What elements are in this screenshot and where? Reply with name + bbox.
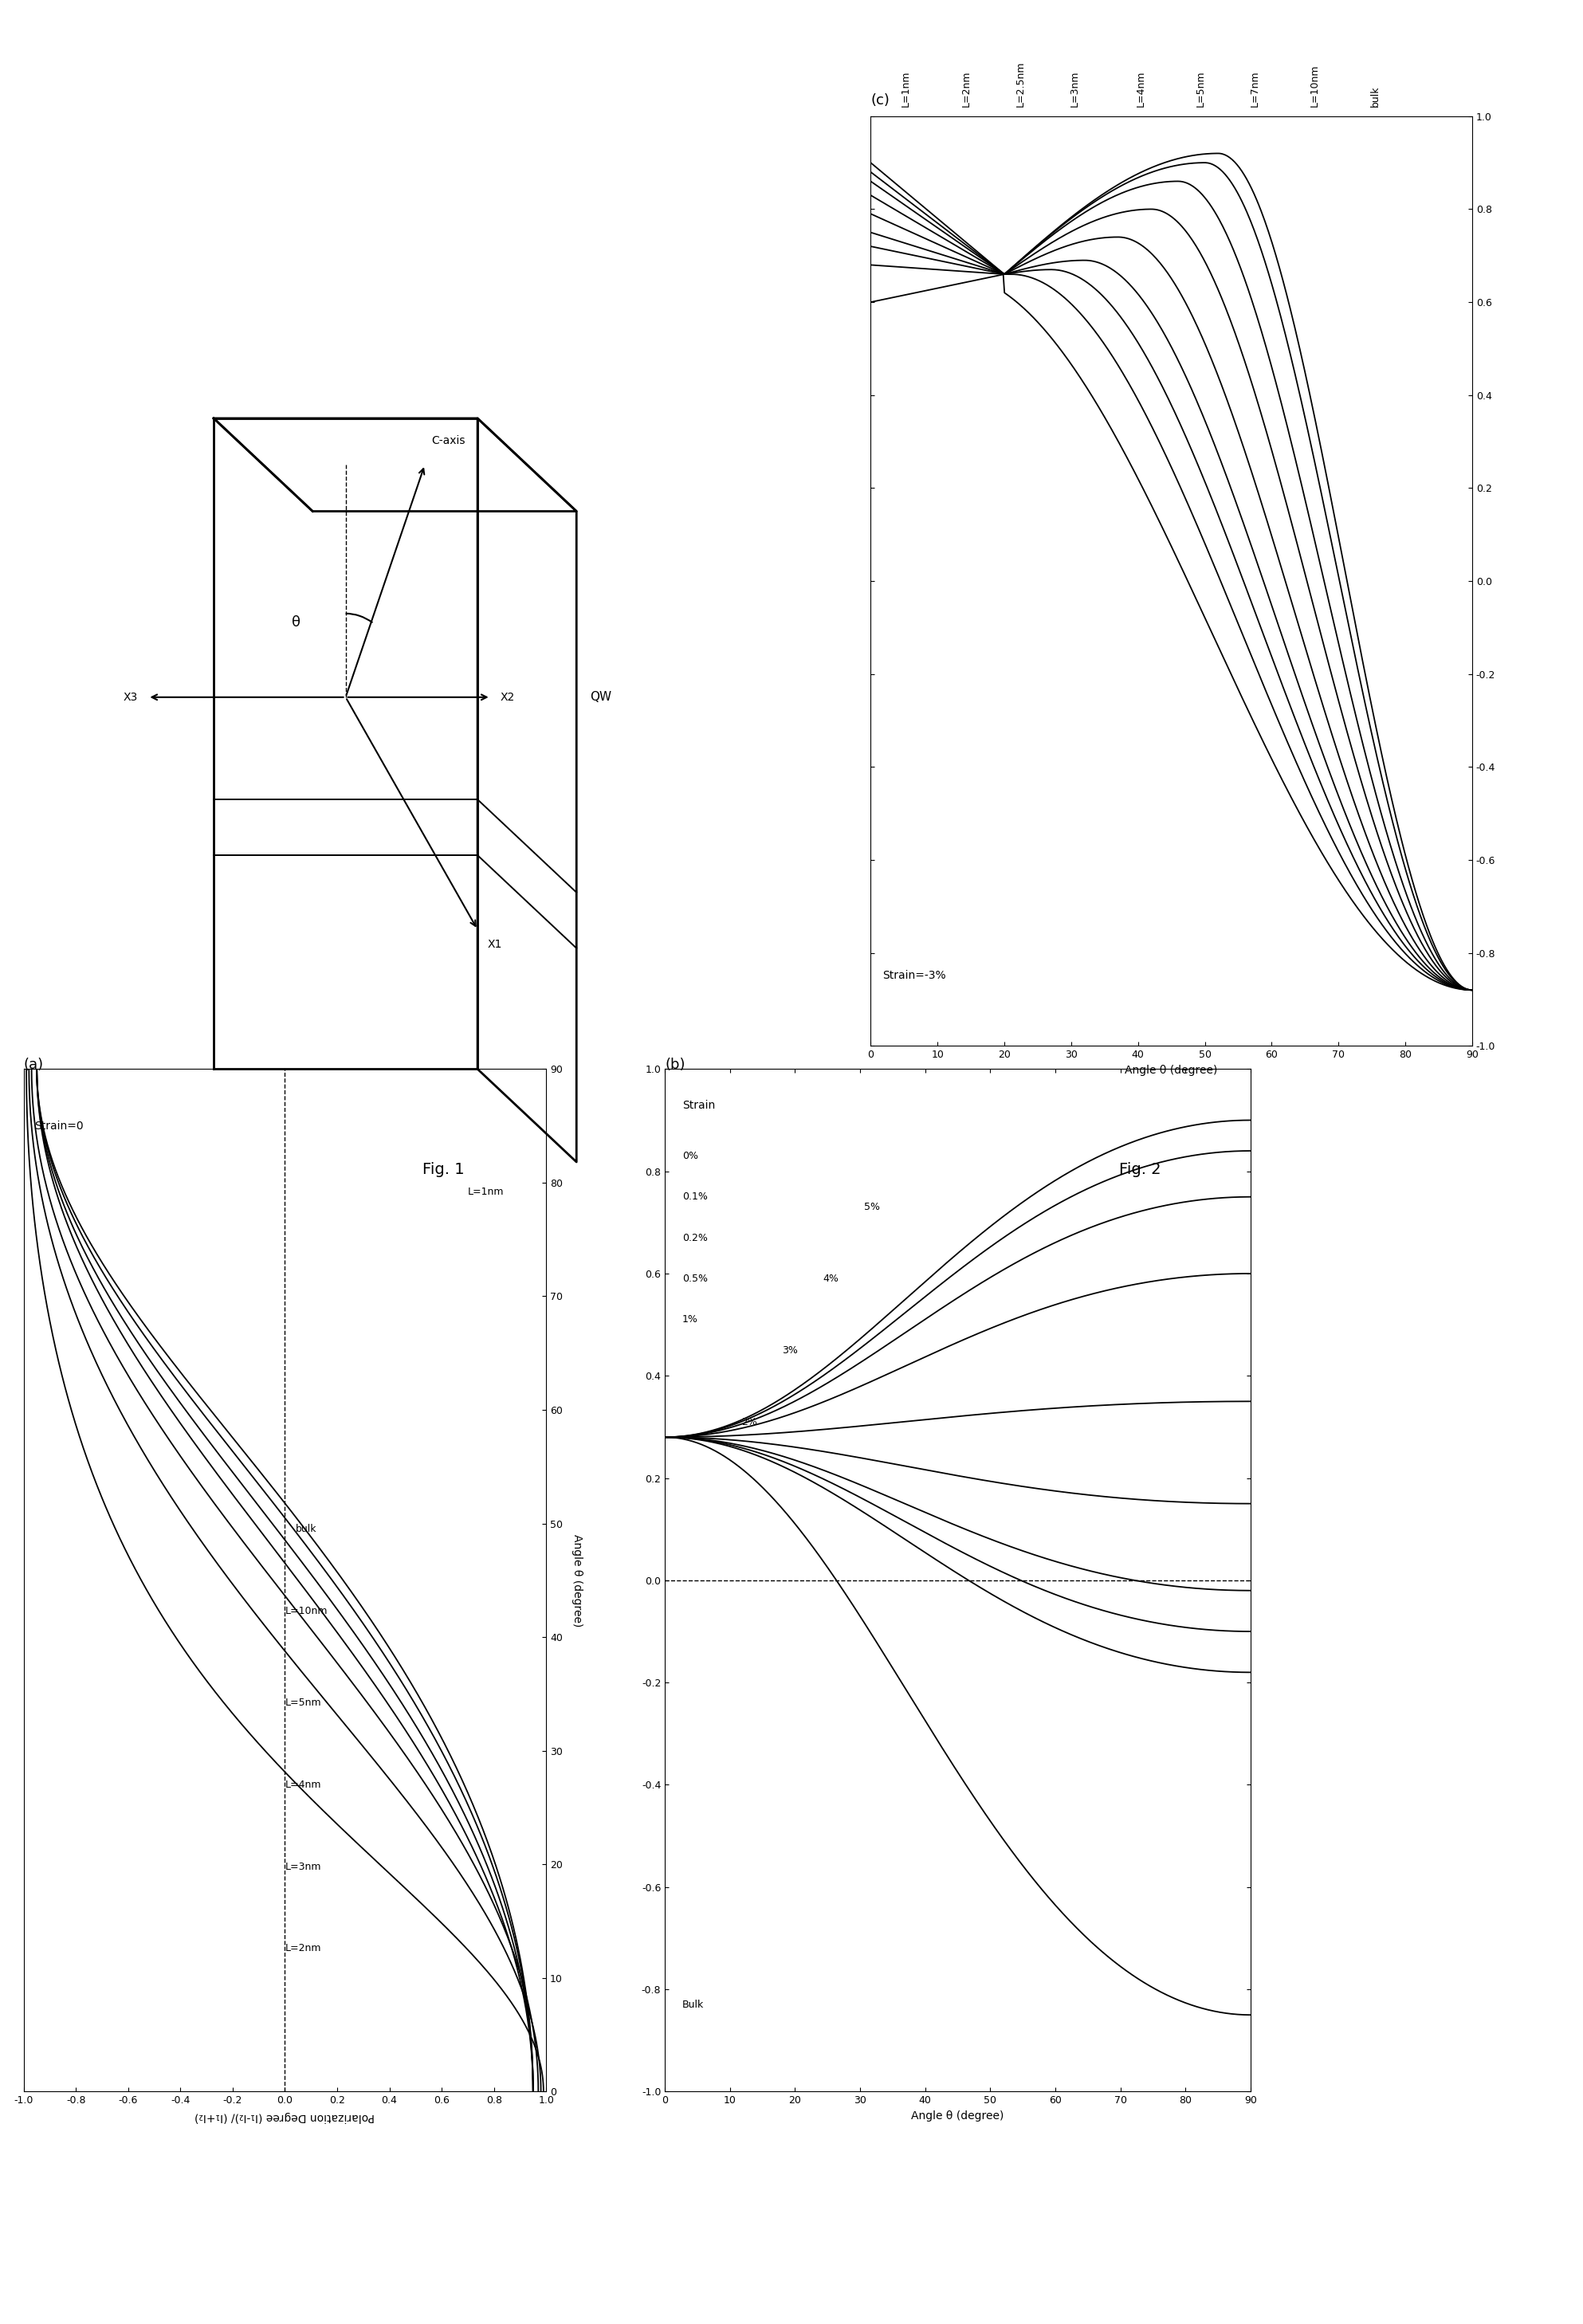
Text: L=4nm: L=4nm xyxy=(285,1780,321,1789)
Text: Fig. 1: Fig. 1 xyxy=(423,1162,464,1178)
Text: X3: X3 xyxy=(123,693,138,702)
Text: L=2nm: L=2nm xyxy=(285,1943,321,1954)
Text: L=4nm: L=4nm xyxy=(1135,70,1146,107)
Text: C-axis: C-axis xyxy=(431,435,465,446)
Text: L=7nm: L=7nm xyxy=(1249,70,1260,107)
Text: L=5nm: L=5nm xyxy=(1195,70,1206,107)
Text: 3%: 3% xyxy=(782,1346,798,1355)
Text: Strain=-3%: Strain=-3% xyxy=(883,969,947,981)
Text: 0.1%: 0.1% xyxy=(682,1192,708,1202)
Text: 5%: 5% xyxy=(864,1202,880,1213)
Text: 0.2%: 0.2% xyxy=(682,1232,708,1243)
Text: L=5nm: L=5nm xyxy=(285,1699,321,1708)
Text: 2%: 2% xyxy=(741,1418,757,1427)
Text: bulk: bulk xyxy=(1369,86,1380,107)
Text: L=2.5nm: L=2.5nm xyxy=(1015,60,1026,107)
Text: 0.5%: 0.5% xyxy=(682,1274,708,1283)
Text: 4%: 4% xyxy=(823,1274,839,1283)
Text: X2: X2 xyxy=(500,693,514,702)
Text: 0%: 0% xyxy=(682,1150,698,1162)
Y-axis label: Angle θ (degree): Angle θ (degree) xyxy=(571,1534,583,1627)
Text: Bulk: Bulk xyxy=(682,1999,704,2010)
X-axis label: Polarization Degree (I₁-I₂)/ (I₁+I₂): Polarization Degree (I₁-I₂)/ (I₁+I₂) xyxy=(195,2113,375,2122)
Text: L=1nm: L=1nm xyxy=(901,70,912,107)
Text: 1%: 1% xyxy=(682,1315,698,1325)
Text: θ: θ xyxy=(291,616,301,630)
Text: QW: QW xyxy=(589,690,611,704)
X-axis label: Angle θ (degree): Angle θ (degree) xyxy=(912,2110,1004,2122)
Text: L=3nm: L=3nm xyxy=(1069,70,1080,107)
Text: L=10nm: L=10nm xyxy=(285,1606,328,1615)
X-axis label: Angle θ (degree): Angle θ (degree) xyxy=(1126,1064,1217,1076)
Text: L=1nm: L=1nm xyxy=(469,1188,503,1197)
Text: (a): (a) xyxy=(24,1057,44,1071)
Text: L=10nm: L=10nm xyxy=(1309,65,1320,107)
Text: Strain=0: Strain=0 xyxy=(35,1120,84,1132)
Text: Strain: Strain xyxy=(682,1099,716,1111)
Text: (c): (c) xyxy=(871,93,890,107)
Text: Fig. 2: Fig. 2 xyxy=(1119,1162,1160,1178)
Text: X1: X1 xyxy=(488,939,502,951)
Text: bulk: bulk xyxy=(296,1525,317,1534)
Text: (b): (b) xyxy=(665,1057,685,1071)
Text: L=3nm: L=3nm xyxy=(285,1862,321,1871)
Text: L=2nm: L=2nm xyxy=(961,70,972,107)
